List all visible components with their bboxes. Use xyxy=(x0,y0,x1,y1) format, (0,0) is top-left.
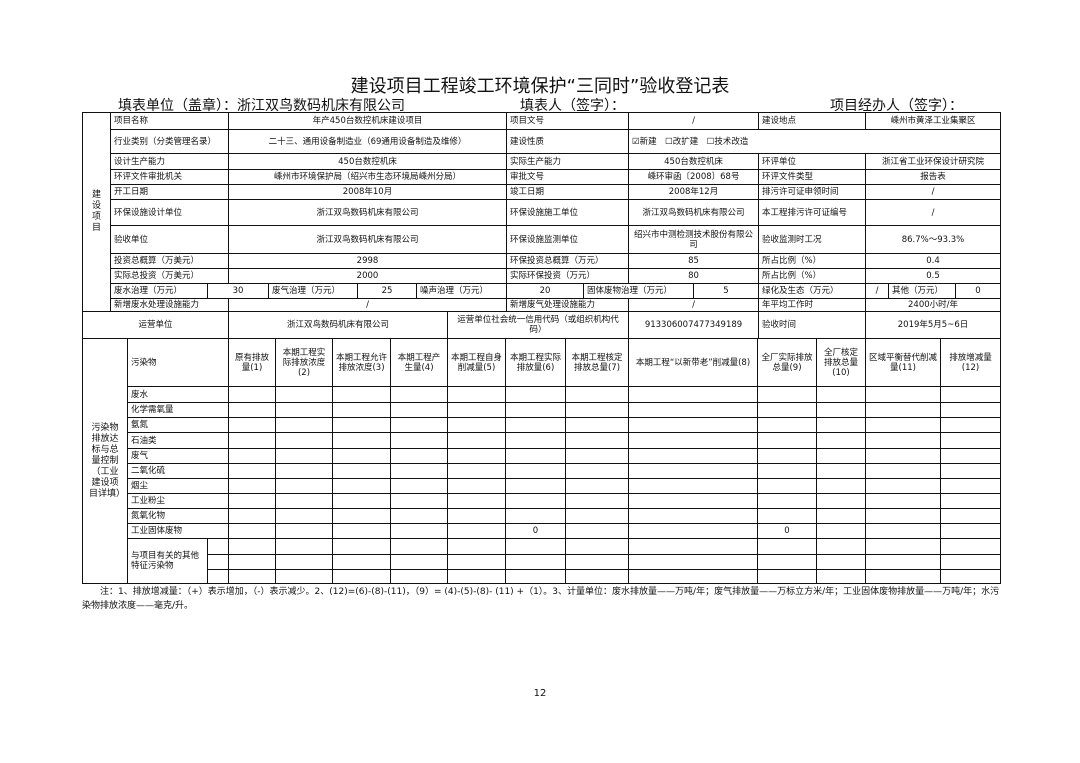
footnote: 注：1、排放增减量：（+）表示增加，（-）表示减少。2、(12)=(6)-(8)… xyxy=(82,587,1000,611)
manager-signature: 项目经办人（签字）： xyxy=(830,98,963,114)
page-title: 建设项目工程竣工环境保护“三同时”验收登记表 xyxy=(350,76,730,97)
filling-unit: 填表单位（盖章）：浙江双鸟数码机床有限公司 xyxy=(118,98,405,114)
filler-signature: 填表人（签字）： xyxy=(520,98,625,114)
page-number: 12 xyxy=(533,688,547,699)
table-border xyxy=(82,112,1001,584)
